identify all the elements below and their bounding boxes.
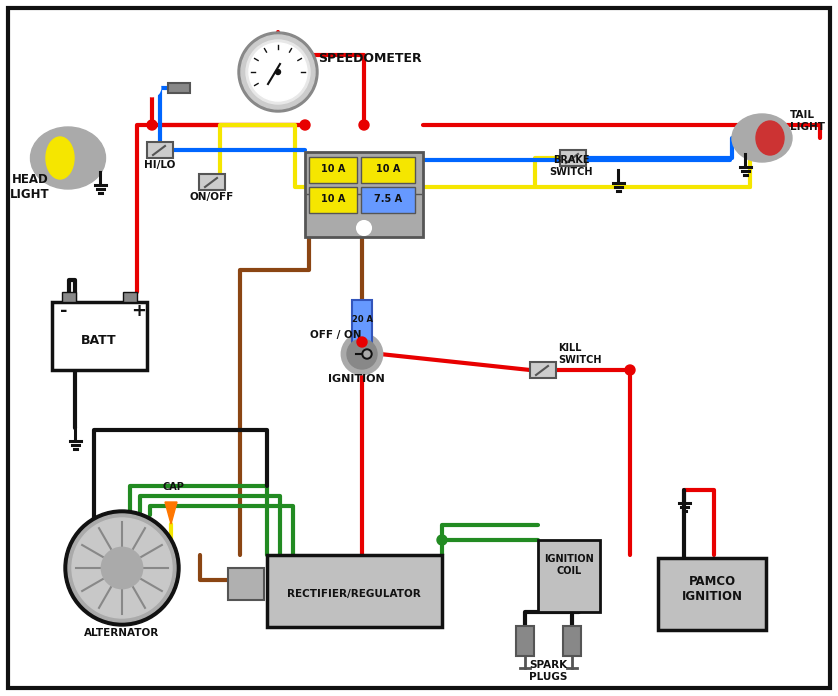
Text: BATT: BATT <box>81 334 116 347</box>
Circle shape <box>64 510 180 626</box>
Text: ALTERNATOR: ALTERNATOR <box>85 628 159 638</box>
Text: IGNITION: IGNITION <box>328 374 385 384</box>
Circle shape <box>249 43 307 101</box>
FancyBboxPatch shape <box>309 157 357 183</box>
Text: 10 A: 10 A <box>321 194 345 204</box>
Circle shape <box>300 120 310 130</box>
FancyBboxPatch shape <box>361 187 415 213</box>
Circle shape <box>276 70 281 74</box>
Text: ON/OFF: ON/OFF <box>190 192 234 202</box>
FancyBboxPatch shape <box>309 187 357 213</box>
FancyBboxPatch shape <box>62 292 76 302</box>
Circle shape <box>238 32 318 112</box>
FancyBboxPatch shape <box>147 142 173 158</box>
Text: BRAKE
SWITCH: BRAKE SWITCH <box>549 155 592 177</box>
Text: SPEEDOMETER: SPEEDOMETER <box>318 52 422 65</box>
Circle shape <box>72 518 172 618</box>
FancyBboxPatch shape <box>658 558 766 630</box>
FancyBboxPatch shape <box>52 302 147 370</box>
Text: IGNITION
COIL: IGNITION COIL <box>544 555 594 576</box>
Circle shape <box>147 120 157 130</box>
FancyBboxPatch shape <box>267 555 442 627</box>
FancyBboxPatch shape <box>538 540 600 612</box>
Ellipse shape <box>756 121 784 155</box>
FancyBboxPatch shape <box>560 150 586 166</box>
Text: 7.5 A: 7.5 A <box>374 194 402 204</box>
Text: KILL
SWITCH: KILL SWITCH <box>558 343 602 365</box>
Circle shape <box>144 80 160 96</box>
Circle shape <box>342 334 382 374</box>
FancyBboxPatch shape <box>168 83 190 93</box>
Circle shape <box>241 35 315 109</box>
FancyBboxPatch shape <box>199 174 225 190</box>
Text: TAIL
LIGHT: TAIL LIGHT <box>790 111 825 132</box>
Circle shape <box>357 337 367 347</box>
FancyBboxPatch shape <box>530 362 556 378</box>
Ellipse shape <box>732 114 792 162</box>
Ellipse shape <box>46 137 74 179</box>
Circle shape <box>362 349 372 359</box>
Text: HI/LO: HI/LO <box>144 160 176 170</box>
Circle shape <box>357 221 371 235</box>
Text: OFF / ON: OFF / ON <box>310 330 361 340</box>
Circle shape <box>246 40 310 104</box>
Circle shape <box>359 120 369 130</box>
Text: 20 A: 20 A <box>351 315 373 324</box>
Circle shape <box>68 514 176 622</box>
FancyBboxPatch shape <box>516 626 534 656</box>
Polygon shape <box>165 502 177 524</box>
Text: 10 A: 10 A <box>321 164 345 174</box>
FancyBboxPatch shape <box>563 626 581 656</box>
Text: PAMCO
IGNITION: PAMCO IGNITION <box>681 575 742 603</box>
FancyBboxPatch shape <box>228 568 264 600</box>
FancyBboxPatch shape <box>123 292 137 302</box>
Text: CAP: CAP <box>162 482 184 492</box>
Circle shape <box>437 535 447 545</box>
Circle shape <box>625 365 635 375</box>
Text: 10 A: 10 A <box>375 164 401 174</box>
Text: +: + <box>131 302 146 320</box>
FancyBboxPatch shape <box>352 300 372 342</box>
Circle shape <box>102 548 142 588</box>
Circle shape <box>364 351 370 357</box>
Ellipse shape <box>30 127 106 189</box>
Text: RECTIFIER/REGULATOR: RECTIFIER/REGULATOR <box>287 589 421 599</box>
FancyBboxPatch shape <box>305 152 423 237</box>
FancyBboxPatch shape <box>361 157 415 183</box>
Circle shape <box>347 339 377 369</box>
Text: SPARK
PLUGS: SPARK PLUGS <box>529 661 567 682</box>
Text: HEAD
LIGHT: HEAD LIGHT <box>10 173 49 201</box>
Text: -: - <box>60 302 68 320</box>
